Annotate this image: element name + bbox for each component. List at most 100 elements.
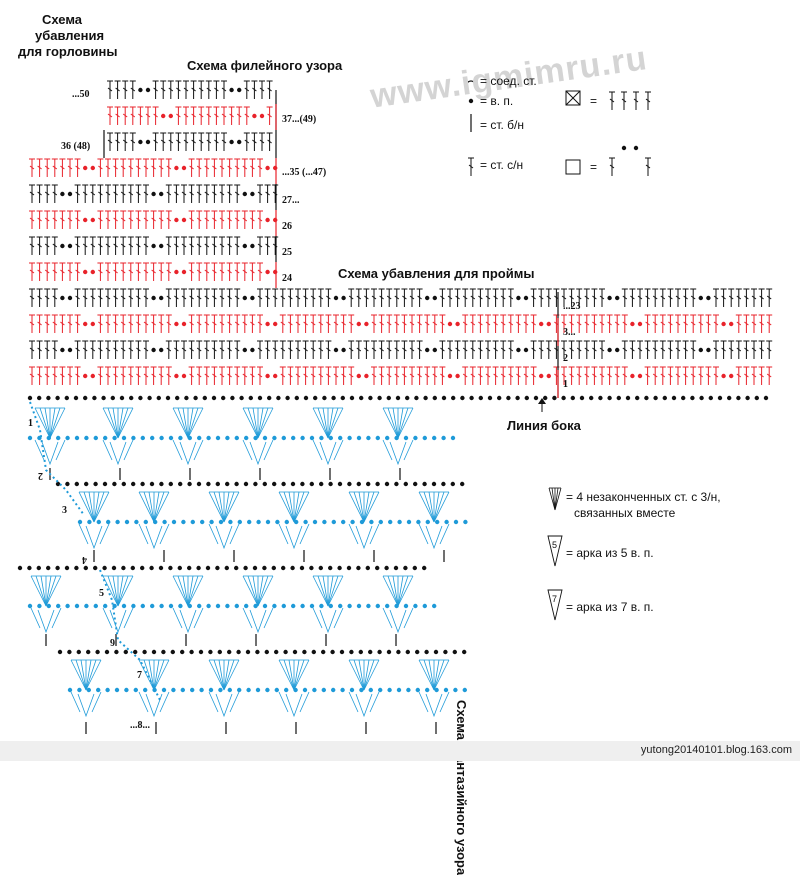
double-crochet-icon [272,347,278,352]
double-crochet-icon [409,321,415,326]
cluster-icon [418,491,435,523]
cluster-icon [312,575,329,607]
double-crochet-icon [189,269,194,274]
double-crochet-icon [622,295,628,300]
chain-icon [319,481,324,487]
cluster-icon [363,491,375,523]
double-crochet-icon [303,347,308,352]
chain-icon [425,687,430,693]
cluster-icon [85,659,97,691]
double-crochet-icon [191,139,196,144]
chain-icon [243,565,248,571]
double-crochet-icon [98,217,103,222]
cluster-icon [278,659,295,691]
chain-icon [299,565,305,571]
double-crochet-icon [44,243,50,248]
chain-icon [447,373,453,379]
double-crochet-icon [485,295,491,300]
chain-icon [111,565,117,571]
double-crochet-icon [151,373,156,378]
chain-icon [84,603,89,609]
double-crochet-icon [295,347,301,352]
cluster-icon [93,491,105,523]
fancy-row-label-1: 1 [28,418,33,429]
double-crochet-icon [252,139,257,144]
double-crochet-icon [196,243,202,248]
cluster-icon [278,491,295,523]
chain-icon [145,139,151,145]
chain-icon [552,395,557,401]
double-crochet-icon [143,347,149,352]
arch-icon [348,523,359,545]
cluster-icon [34,407,51,439]
chain-icon [721,373,726,379]
chain-icon [425,347,430,353]
chain-icon [159,243,164,249]
chain-icon [264,649,269,655]
chain-icon [74,565,79,571]
arch-icon [418,523,429,545]
chain-icon [77,687,82,693]
legend-arch7-text: = арка из 7 в. п. [566,600,654,614]
cluster-icon [257,575,274,607]
double-crochet-icon [113,269,118,274]
double-crochet-icon [174,295,179,300]
cluster-icon [554,487,559,511]
double-crochet-icon [288,321,293,326]
arch-icon [242,607,253,629]
double-crochet-icon [280,347,286,352]
arch-icon [179,441,197,466]
chain-icon [413,435,418,441]
chain-icon [516,347,521,353]
double-crochet-icon [105,347,111,352]
chain-icon [637,321,643,327]
chain-icon [368,649,373,655]
cluster-icon [153,491,170,523]
double-crochet-icon [219,217,225,222]
row-label-50: ...50 [72,89,90,100]
cluster-icon [433,491,445,523]
arch-icon [312,607,323,629]
cluster-icon [548,487,556,511]
double-crochet-icon [288,373,293,378]
double-crochet-icon [196,191,202,196]
double-crochet-icon [508,321,514,326]
chain-icon [131,603,136,609]
arch-icon [78,523,89,545]
chain-icon [161,687,167,693]
chain-icon [378,519,383,525]
double-crochet-icon [652,321,658,326]
chain-icon [245,649,251,655]
chain-icon [37,603,42,609]
double-crochet-icon [713,321,719,326]
chain-icon [497,395,502,401]
chain-icon [717,395,723,401]
chain-icon [403,603,409,609]
double-crochet-icon [265,191,270,196]
double-crochet-icon [394,347,400,352]
chain-icon [196,565,201,571]
chain-icon [253,603,258,609]
double-crochet-icon [470,347,476,352]
neckline-title-3: для горловины [18,44,118,59]
chain-icon [234,565,239,571]
chain-icon [384,565,389,571]
double-crochet-icon [569,321,574,326]
double-crochet-icon [145,113,151,118]
double-crochet-icon [267,139,272,144]
double-crochet-icon [424,321,430,326]
double-crochet-icon [37,217,42,222]
double-crochet-icon [115,87,120,92]
double-crochet-icon [432,321,438,326]
chain-icon [443,649,448,655]
double-crochet-icon [221,113,227,118]
chain-icon [621,145,627,151]
chain-icon [237,87,242,93]
double-crochet-icon [120,217,126,222]
chain-icon [415,649,420,655]
double-crochet-icon [310,321,316,326]
double-crochet-icon [417,295,422,300]
double-crochet-icon [143,165,149,170]
arch-icon [193,439,204,461]
double-crochet-icon [37,165,42,170]
